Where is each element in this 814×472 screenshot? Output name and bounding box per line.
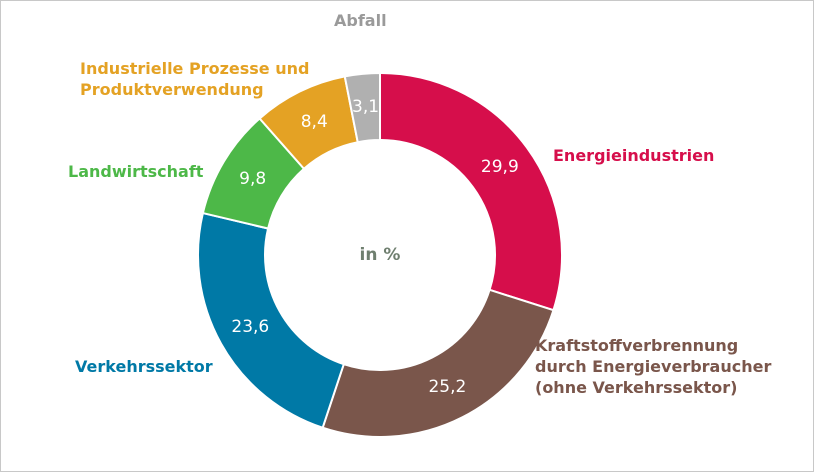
value-label: 8,4 [300, 111, 328, 132]
category-label: Kraftstoffverbrennung durch Energieverbr… [535, 336, 772, 397]
value-label: 25,2 [428, 377, 467, 398]
value-label: 3,1 [352, 97, 380, 118]
category-label: Landwirtschaft [68, 162, 204, 181]
donut-slice [343, 71, 381, 144]
value-label: 9,8 [239, 168, 267, 189]
value-label: 29,9 [480, 157, 519, 178]
category-label: Abfall [334, 11, 387, 30]
category-label: Industrielle Prozesse und Produktverwend… [80, 59, 310, 99]
category-label: Energieindustrien [553, 146, 715, 165]
donut-slice [379, 71, 563, 312]
donut-slice [321, 288, 555, 438]
donut-slice [197, 211, 346, 430]
center-label: in % [359, 245, 401, 265]
category-label: Verkehrssektor [75, 357, 213, 376]
value-label: 23,6 [231, 317, 270, 338]
